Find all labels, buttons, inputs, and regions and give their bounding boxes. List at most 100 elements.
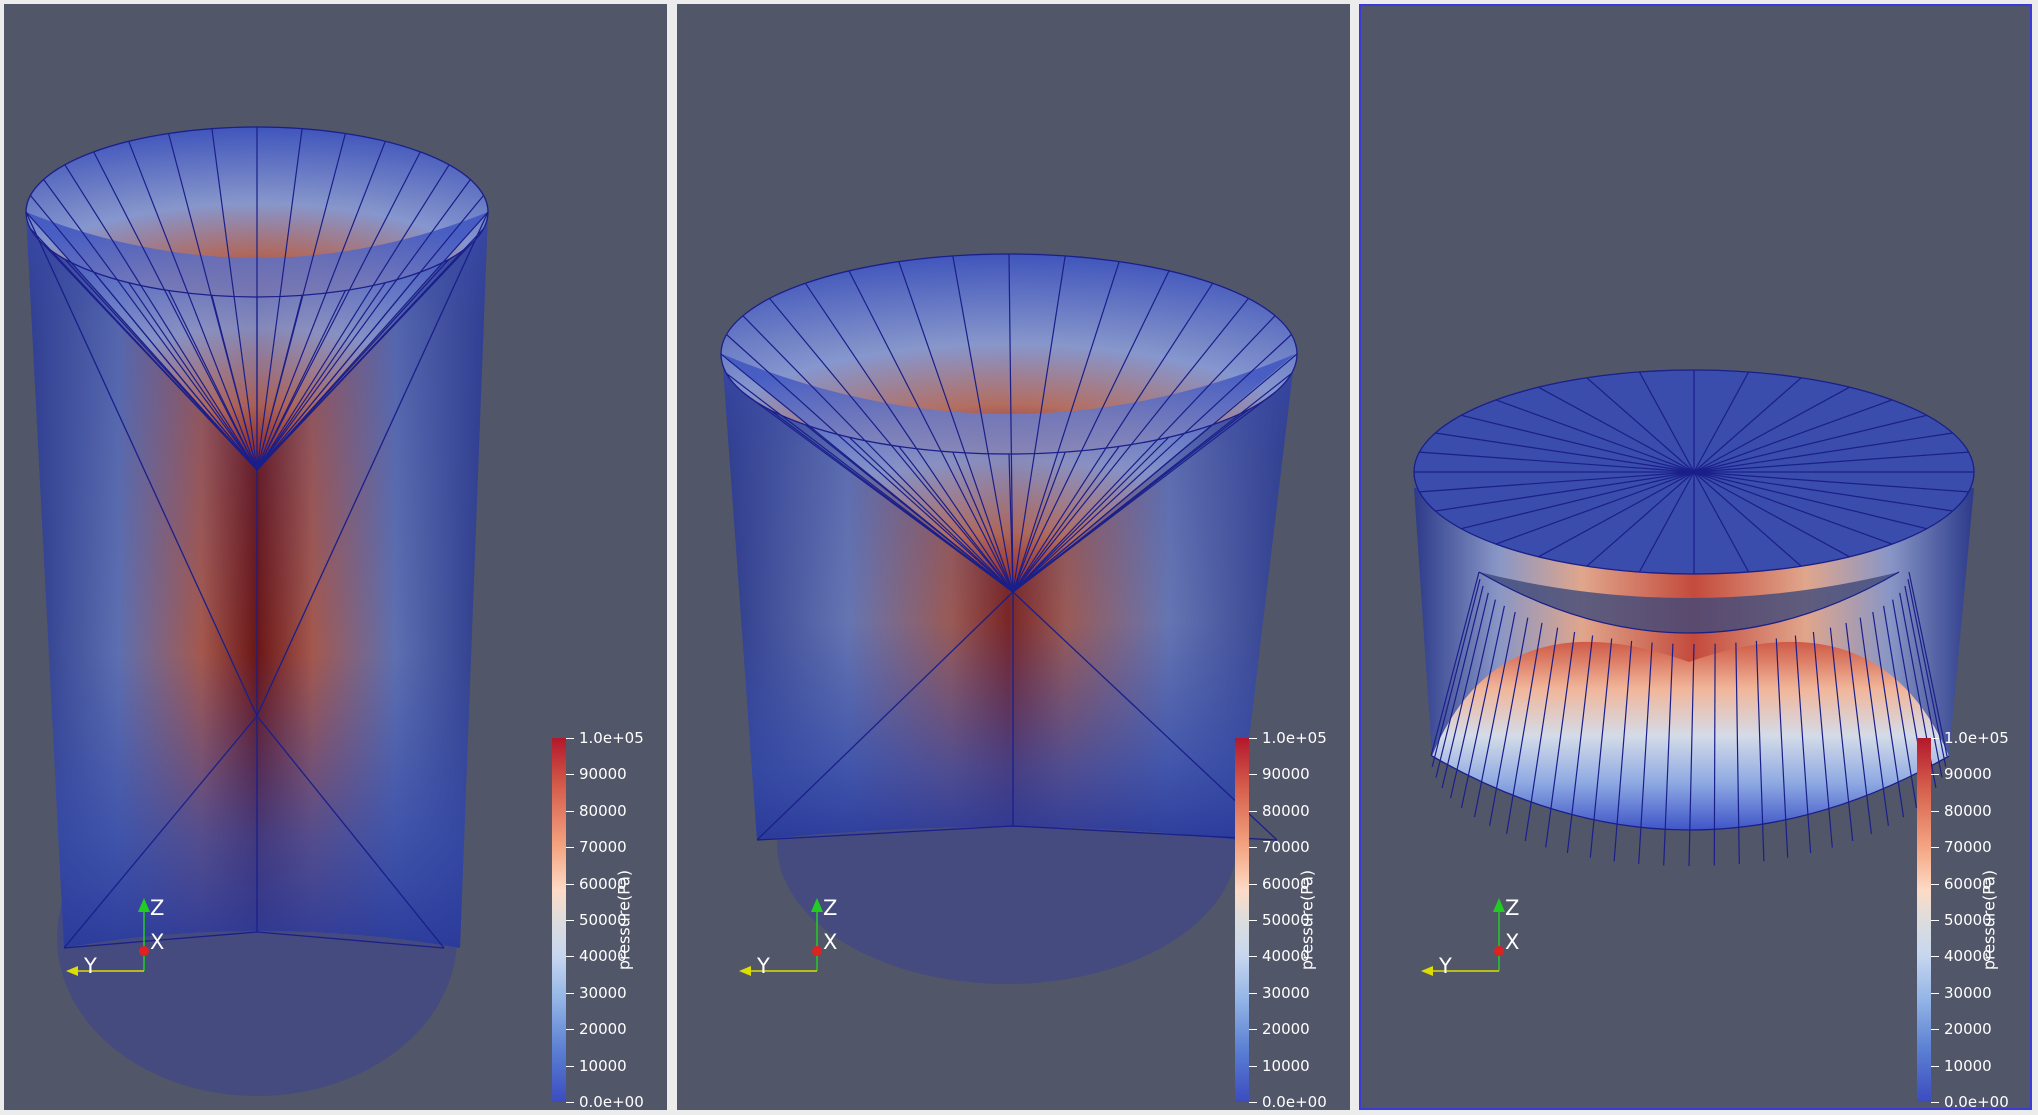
render-view-3-active[interactable]: 1.0e+05 90000 80000 70000 60000 50000 40… [1359, 4, 2032, 1110]
mesh-edge [1435, 471, 1695, 512]
mesh-edge [256, 141, 386, 471]
axis-label-z: Z [150, 896, 165, 920]
pressure-surface-render [25, 126, 489, 1096]
mesh-edge [1693, 451, 1969, 473]
mesh-edge [1693, 471, 1969, 493]
colormap-gradient [552, 738, 566, 1102]
mesh-edge [256, 282, 386, 471]
mesh-edge [1012, 282, 1214, 593]
mesh-edge [211, 128, 258, 471]
mesh-edge [1545, 631, 1576, 848]
mesh-edge [1663, 643, 1674, 866]
mesh-edge [1812, 631, 1833, 848]
mesh-edge [1489, 617, 1529, 826]
mesh-edge [1693, 414, 1927, 473]
mesh-edge [256, 128, 303, 471]
colorbar-label: 80000 [1262, 802, 1310, 820]
mesh-edge [1688, 643, 1695, 867]
axis-label-y: Y [1439, 954, 1452, 978]
mesh-edge [1829, 627, 1854, 842]
mesh-edge [1012, 255, 1066, 593]
mesh-edge [1693, 471, 1927, 530]
colorbar-label: 20000 [579, 1020, 627, 1038]
mesh-edge [742, 315, 1014, 593]
colormap-gradient [1235, 738, 1249, 1102]
axis-label-y: Y [84, 954, 97, 978]
colorbar-label: 70000 [1944, 838, 1992, 856]
mesh-edge [256, 164, 450, 471]
axis-label-x: X [1505, 930, 1520, 954]
orientation-axes: Z X Y [1417, 894, 1527, 984]
mesh-edge [952, 255, 1014, 593]
colorbar-label: 10000 [1944, 1057, 1992, 1075]
mesh-edge [1589, 638, 1613, 858]
mesh-edge [128, 282, 258, 471]
mesh-edge [1883, 605, 1918, 808]
colorbar-label: 90000 [1262, 765, 1310, 783]
colorbar-label-min: 0.0e+00 [1262, 1093, 1327, 1110]
colorbar-label-min: 0.0e+00 [1944, 1093, 2009, 1110]
mesh-edge [1524, 627, 1559, 842]
colorbar-label: 40000 [1944, 947, 1992, 965]
axis-label-z: Z [823, 896, 838, 920]
mesh-edge [1638, 371, 1695, 473]
mesh-edge [1693, 471, 1750, 573]
mesh-edge [848, 270, 1014, 593]
mesh-edge [1775, 638, 1789, 858]
axes-triad-icon [66, 898, 150, 976]
mesh-edge [64, 164, 258, 471]
mesh-edge [1586, 471, 1695, 567]
mesh-edge [1435, 432, 1695, 473]
mesh-edge [1693, 432, 1953, 473]
mesh-edge [1904, 585, 1943, 778]
colorbar-legend: 1.0e+05 90000 80000 70000 60000 50000 40… [552, 730, 667, 1110]
mesh-edge [848, 436, 1014, 593]
colorbar-legend: 1.0e+05 90000 80000 70000 60000 50000 40… [1235, 730, 1350, 1110]
mesh-edge [256, 179, 471, 471]
mesh-edge [1419, 451, 1695, 473]
mesh-edge [726, 334, 1014, 593]
mesh-edge [256, 258, 450, 471]
mesh-edge [1441, 592, 1489, 789]
colorbar-label: 30000 [579, 984, 627, 1002]
orientation-axes: Z X Y [735, 894, 845, 984]
colorbar-label: 40000 [1262, 947, 1310, 965]
colorbar-label: 30000 [1944, 984, 1992, 1002]
mesh-edge [898, 261, 1014, 593]
mesh-edge [256, 133, 346, 471]
mesh-edge [1419, 471, 1695, 493]
mesh-edge [1908, 571, 1948, 757]
colorbar-label: 70000 [579, 838, 627, 856]
mesh-edge [1907, 578, 1947, 767]
mesh-edge [25, 211, 258, 471]
mesh-edge [898, 446, 1014, 593]
colorbar-label: 50000 [1944, 911, 1992, 929]
colorbar-label-min: 0.0e+00 [579, 1093, 644, 1110]
render-view-1[interactable]: 1.0e+05 90000 80000 70000 60000 50000 40… [4, 4, 667, 1110]
colorbar-title: pressure(Pa) [1979, 869, 1999, 971]
mesh-edge [1566, 635, 1594, 854]
mesh-edge [128, 141, 258, 471]
colormap-gradient [1917, 738, 1931, 1102]
mesh-edge [1638, 471, 1695, 573]
mesh-edge [1435, 585, 1484, 778]
mesh-edge [1693, 471, 1850, 558]
colorbar-label: 60000 [579, 875, 627, 893]
mesh-edge [1431, 578, 1481, 767]
axis-label-x: X [823, 930, 838, 954]
mesh-edge [1012, 446, 1120, 593]
mesh-edge [93, 151, 258, 471]
axis-label-z: Z [1505, 896, 1520, 920]
mesh-edge [29, 228, 258, 471]
pressure-surface-render [1413, 369, 1975, 867]
mesh-edge [256, 244, 471, 471]
mesh-edge [952, 451, 1014, 593]
mesh-edge [1872, 611, 1905, 818]
colorbar-label: 80000 [1944, 802, 1992, 820]
render-view-2[interactable]: 1.0e+05 90000 80000 70000 60000 50000 40… [677, 4, 1350, 1110]
mesh-edge [1693, 399, 1893, 473]
mesh-edge [1693, 471, 1953, 512]
mesh-edge [1008, 253, 1014, 593]
colorbar-label: 90000 [579, 765, 627, 783]
mesh-edge [1012, 315, 1276, 593]
